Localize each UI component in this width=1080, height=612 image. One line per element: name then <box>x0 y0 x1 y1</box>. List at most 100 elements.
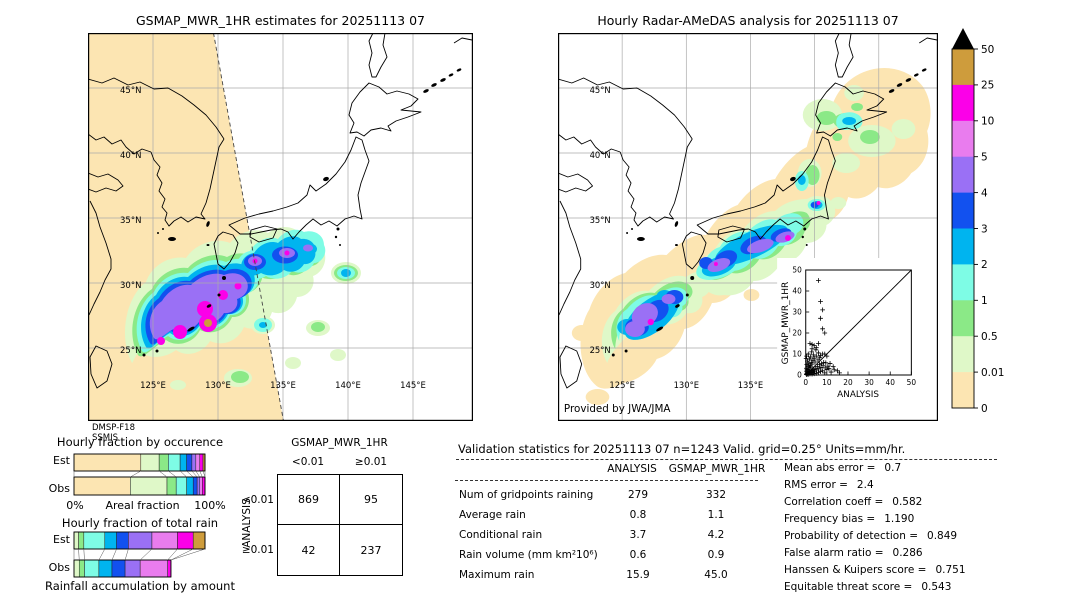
score-value: 0.849 <box>927 530 958 542</box>
inset-y-tick-label: 30 <box>792 308 802 317</box>
scatter-point <box>826 366 832 372</box>
islet <box>888 89 895 93</box>
bar-segment <box>179 453 187 472</box>
scatter-point <box>818 315 823 321</box>
scatter-point <box>830 364 836 369</box>
coastline <box>88 77 225 140</box>
colorbar-segment <box>952 49 974 86</box>
islet <box>675 304 680 308</box>
coastline <box>453 37 473 44</box>
bar-connector <box>195 470 200 478</box>
inset-x-tick-label: 0 <box>803 378 808 387</box>
bar-connector <box>139 548 153 561</box>
scatter-point <box>820 307 826 313</box>
svg-text:135°E: 135°E <box>738 380 763 390</box>
scatter-point <box>809 349 815 355</box>
contingency-col-group: GSMAP_MWR_1HR <box>291 437 388 449</box>
islet <box>801 235 804 239</box>
score-value: 0.286 <box>892 547 923 559</box>
bar-segment <box>128 531 153 550</box>
scatter-point <box>818 299 823 304</box>
scatter-point <box>813 347 819 353</box>
contingency-cell-hit: 237 <box>360 543 382 557</box>
coastline <box>558 77 693 140</box>
score-label: Equitable threat score = <box>784 581 913 593</box>
bar-segment <box>140 453 160 472</box>
coastline <box>88 172 124 193</box>
svg-text:145°E: 145°E <box>400 381 426 391</box>
stat-row-label: Conditional rain <box>459 529 543 541</box>
radar-amedas-map: 00 10 10 20 20 30 30 40 40 50 50 ANALYSIS GSMAP_MWR_… <box>558 33 938 421</box>
bar-segment <box>196 476 201 496</box>
bar-segment <box>177 531 194 550</box>
colorbar-tick-label: 25 <box>981 80 994 92</box>
scatter-point <box>824 353 830 359</box>
inset-ylabel: GSMAP_MWR_1HR <box>781 282 791 365</box>
contingency-col-label-1: <0.01 <box>291 456 325 468</box>
colorbar-tick-label: 1 <box>981 295 988 307</box>
contingency-row-label-1: <0.01 <box>241 494 274 506</box>
svg-text:30°N: 30°N <box>590 280 611 290</box>
bar-segment <box>73 559 80 578</box>
stats-col-analysis: ANALYSIS <box>607 463 657 475</box>
colorbar-segment <box>952 156 974 193</box>
bar-connector <box>168 470 177 478</box>
score-row: False alarm ratio = 0.286 <box>784 547 923 559</box>
score-value: 1.190 <box>884 513 915 525</box>
colorbar-segment <box>952 228 974 265</box>
stat-analysis-value: 15.9 <box>626 569 650 581</box>
scatter-point <box>816 278 821 283</box>
bar-segment <box>73 476 131 496</box>
bar-segment <box>186 453 193 472</box>
coastline <box>249 225 278 243</box>
bar-segment <box>166 476 177 496</box>
scatter-point <box>808 354 813 360</box>
islet <box>674 244 678 246</box>
svg-text:125°E: 125°E <box>140 381 166 391</box>
sensor-label-1: DMSP-F18 <box>92 423 135 433</box>
inset-x-tick-label: 30 <box>864 378 874 387</box>
inset-y-tick-label: 10 <box>792 350 802 359</box>
islet <box>206 244 210 246</box>
islet <box>336 227 340 231</box>
total-rain-obs-label: Obs <box>48 561 70 574</box>
scatter-point <box>818 369 823 375</box>
bar-connector <box>130 470 141 478</box>
right-map-tick-labels: 45°N 40°N 35°N 30°N 25°N 125°E 130°E 135… <box>590 85 764 390</box>
score-row: RMS error = 2.4 <box>784 479 874 491</box>
score-label: False alarm ratio = <box>784 547 884 559</box>
islet <box>423 89 429 93</box>
sensor-label-2: SSMIS <box>92 433 119 443</box>
islet <box>339 244 341 246</box>
svg-text:25°N: 25°N <box>120 346 141 356</box>
occurrence-est-label: Est <box>53 454 70 467</box>
scatter-point <box>822 330 828 336</box>
colorbar-segment <box>952 372 974 409</box>
coastline <box>558 133 621 155</box>
bar-outline <box>73 453 206 472</box>
bar-segment <box>186 476 194 496</box>
islet <box>805 244 808 246</box>
bar-outline <box>73 476 206 496</box>
coastline <box>681 231 707 270</box>
bar-segment <box>130 476 168 496</box>
coastline <box>228 136 370 240</box>
colorbar-tick-label: 0.5 <box>981 331 998 343</box>
bar-connector <box>124 548 129 561</box>
bar-connector <box>170 548 194 561</box>
colorbar-tick-label: 50 <box>981 44 994 56</box>
inset-x-tick-label: 20 <box>843 378 853 387</box>
stat-row-label: Average rain <box>459 509 526 521</box>
colorbar-tick-label: 3 <box>981 223 988 235</box>
scatter-point <box>824 367 830 372</box>
svg-text:35°N: 35°N <box>120 216 141 226</box>
score-label: Frequency bias = <box>784 513 876 525</box>
islet <box>206 304 212 308</box>
bar-segment <box>195 453 201 472</box>
islet <box>656 326 664 332</box>
scatter-point <box>809 342 815 347</box>
coastline <box>919 37 938 44</box>
credit-label: Provided by JWA/JMA <box>564 403 671 415</box>
score-label: Hanssen & Kuipers score = <box>784 564 927 576</box>
scatter-point <box>813 345 819 351</box>
